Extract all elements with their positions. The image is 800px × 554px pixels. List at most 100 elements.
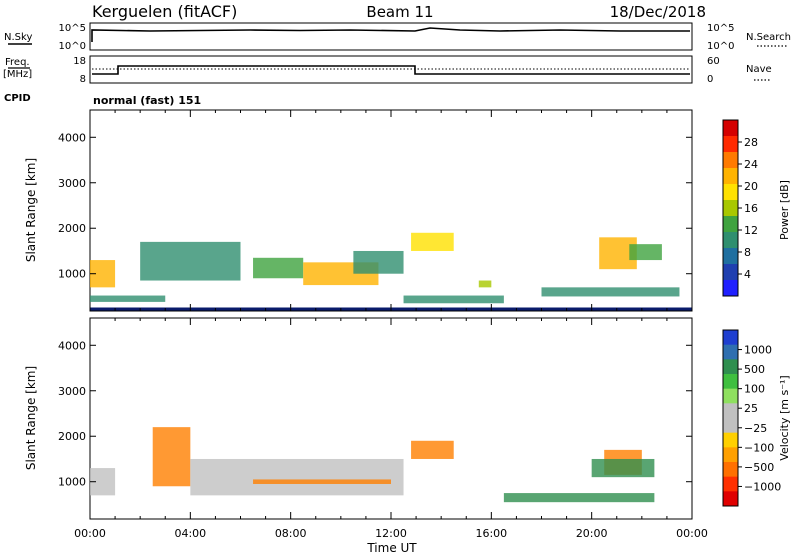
colorbar-segment — [723, 344, 738, 360]
colorbar-segment — [723, 280, 738, 297]
y-tick-label: 4000 — [58, 131, 86, 144]
colorbar-tick-label: 4 — [744, 268, 751, 281]
colorbar-tick-label: 12 — [744, 224, 758, 237]
nave-right-tick-bottom: 0 — [707, 74, 713, 85]
time-tick-label: 20:00 — [576, 527, 608, 540]
colorbar-segment — [723, 418, 738, 434]
y-tick-label: 1000 — [58, 268, 86, 281]
velocity-colorbar-segments — [723, 330, 738, 507]
freq-label-2: [MHz] — [3, 69, 32, 80]
colorbar-segment — [723, 232, 738, 249]
power-echo-region — [478, 280, 492, 288]
velocity-echo-region — [591, 458, 655, 478]
velocity-y-ticks: 1000 2000 3000 4000 — [58, 339, 692, 489]
colorbar-segment — [723, 491, 738, 507]
y-tick-label: 4000 — [58, 339, 86, 352]
power-panel-frame — [89, 109, 693, 312]
noise-left-tick-top: 10^5 — [59, 23, 86, 34]
colorbar-segment — [723, 359, 738, 375]
power-echo-region — [90, 295, 166, 302]
velocity-echo-region — [253, 479, 391, 484]
time-tick-label: 12:00 — [375, 527, 407, 540]
time-tick-label: 00:00 — [74, 527, 106, 540]
y-tick-label: 3000 — [58, 177, 86, 190]
noise-left-tick-bottom: 10^0 — [59, 41, 86, 52]
colorbar-segment — [723, 447, 738, 463]
frequency-trace — [92, 65, 690, 75]
power-echo-region — [541, 287, 680, 297]
power-colorbar-label: Power [dB] — [778, 180, 791, 240]
colorbar-tick-label: −1000 — [744, 480, 781, 493]
velocity-colorbar-ticks: 1000 500 100 25 −25 −100 −500 −1000 — [738, 344, 781, 493]
noise-sky-trace — [91, 27, 690, 42]
colorbar-segment — [723, 152, 738, 169]
time-tick-label: 00:00 — [676, 527, 708, 540]
power-x-ticks — [89, 110, 693, 311]
colorbar-tick-label: 100 — [744, 383, 765, 396]
freq-left-tick-top: 18 — [73, 56, 86, 67]
colorbar-segment — [723, 330, 738, 346]
colorbar-segment — [723, 248, 738, 265]
power-echo-region — [353, 250, 404, 274]
y-tick-label: 3000 — [58, 385, 86, 398]
power-echo-region — [403, 295, 504, 304]
noise-right-tick-bottom: 10^0 — [707, 41, 734, 52]
frequency-panel-frame — [89, 55, 693, 84]
colorbar-tick-label: 20 — [744, 180, 758, 193]
noise-search-label: N.Search — [746, 32, 791, 43]
power-regions — [90, 232, 680, 304]
colorbar-segment — [723, 264, 738, 281]
date-title: 18/Dec/2018 — [610, 3, 706, 21]
cpid-text: normal (fast) 151 — [93, 94, 201, 107]
freq-left-tick-bottom: 8 — [80, 74, 86, 85]
colorbar-segment — [723, 374, 738, 390]
power-colorbar: 28 24 20 16 12 8 4 Power [dB] — [722, 119, 791, 297]
velocity-echo-region — [411, 440, 454, 459]
y-tick-label: 2000 — [58, 222, 86, 235]
time-tick-label: 16:00 — [475, 527, 507, 540]
noise-panel: N.Sky 10^5 10^0 10^5 10^0 N.Search — [4, 22, 791, 52]
colorbar-tick-label: 24 — [744, 158, 758, 171]
nave-right-tick-top: 60 — [707, 56, 720, 67]
power-echo-region — [253, 257, 304, 279]
colorbar-segment — [723, 216, 738, 233]
time-tick-label: 04:00 — [174, 527, 206, 540]
power-y-ticks: 1000 2000 3000 4000 — [58, 131, 692, 281]
power-echo-region — [629, 244, 662, 261]
colorbar-tick-label: −25 — [744, 422, 767, 435]
colorbar-segment — [723, 184, 738, 201]
power-panel: 1000 2000 3000 4000 Slant Range [km] — [24, 109, 693, 312]
colorbar-tick-label: 1000 — [744, 344, 772, 357]
station-title: Kerguelen (fitACF) — [92, 2, 237, 21]
colorbar-tick-label: 8 — [744, 246, 751, 259]
velocity-colorbar-label: Velocity [m s⁻¹] — [778, 375, 791, 460]
velocity-regions — [90, 427, 655, 503]
velocity-colorbar-frame — [722, 329, 739, 507]
power-colorbar-ticks: 28 24 20 16 12 8 4 — [738, 136, 758, 281]
noise-sky-label: N.Sky — [4, 32, 32, 43]
y-tick-label: 1000 — [58, 476, 86, 489]
colorbar-segment — [723, 136, 738, 153]
power-echo-region — [411, 232, 454, 251]
colorbar-segment — [723, 403, 738, 419]
colorbar-segment — [723, 120, 738, 137]
colorbar-tick-label: −500 — [744, 461, 774, 474]
colorbar-segment — [723, 432, 738, 448]
cpid-label: CPID — [4, 93, 31, 104]
power-colorbar-segments — [723, 120, 738, 297]
noise-panel-frame — [89, 22, 693, 51]
velocity-echo-region — [190, 458, 404, 496]
colorbar-tick-label: 16 — [744, 202, 758, 215]
colorbar-tick-label: −100 — [744, 441, 774, 454]
nave-label: Nave — [746, 64, 772, 75]
beam-title: Beam 11 — [366, 3, 433, 21]
frequency-panel: Freq. [MHz] 18 8 60 0 Nave CPID normal (… — [3, 55, 772, 107]
time-tick-labels: 00:00 04:00 08:00 12:00 16:00 20:00 00:00 — [74, 527, 708, 540]
velocity-colorbar: 1000 500 100 25 −25 −100 −500 −1000 Velocity [m… — [722, 329, 791, 507]
velocity-x-ticks — [89, 318, 693, 519]
colorbar-segment — [723, 476, 738, 492]
noise-right-tick-top: 10^5 — [707, 23, 734, 34]
colorbar-segment — [723, 462, 738, 478]
